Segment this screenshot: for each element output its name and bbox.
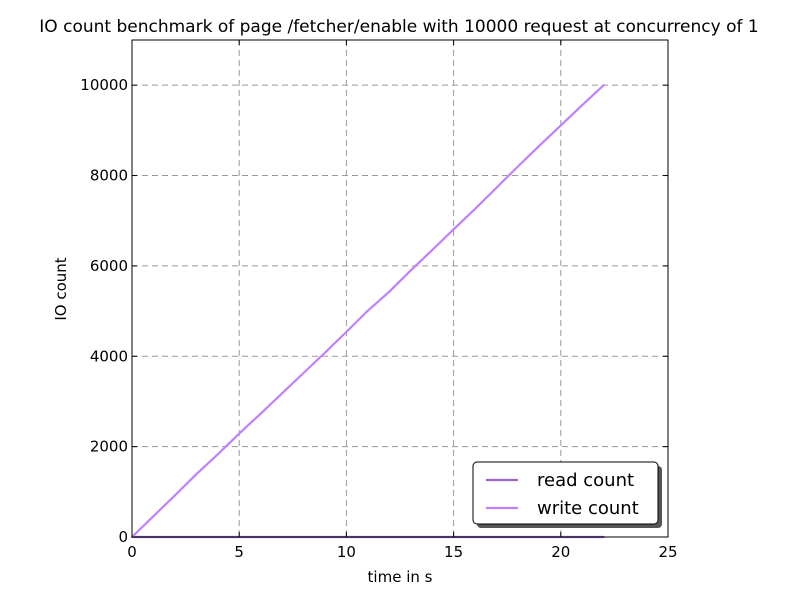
x-axis-ticks: 0 5 10 15 20 25 (127, 40, 678, 561)
x-tick-label: 0 (127, 543, 137, 561)
chart-title: IO count benchmark of page /fetcher/enab… (39, 17, 758, 37)
y-axis-ticks: 0 2000 4000 6000 8000 10000 (80, 76, 668, 546)
legend-box (472, 461, 659, 525)
x-tick-label: 25 (658, 543, 677, 561)
legend-label-write-count: write count (537, 498, 639, 519)
y-tick-label: 4000 (90, 347, 128, 365)
y-tick-label: 6000 (90, 257, 128, 275)
x-tick-label: 20 (551, 543, 570, 561)
legend: read count write count (472, 461, 662, 528)
grid (132, 40, 668, 537)
series-line-write-count (130, 84, 605, 539)
y-tick-label: 0 (118, 528, 128, 546)
x-axis-label: time in s (368, 568, 433, 586)
y-tick-label: 8000 (90, 167, 128, 185)
x-tick-label: 5 (234, 543, 244, 561)
x-tick-label: 10 (337, 543, 356, 561)
plot-area (132, 40, 668, 537)
y-axis-label: IO count (52, 257, 70, 320)
y-tick-label: 2000 (90, 438, 128, 456)
x-tick-label: 15 (444, 543, 463, 561)
y-tick-label: 10000 (80, 76, 128, 94)
legend-label-read-count: read count (537, 470, 634, 491)
plot-frame (131, 39, 669, 538)
